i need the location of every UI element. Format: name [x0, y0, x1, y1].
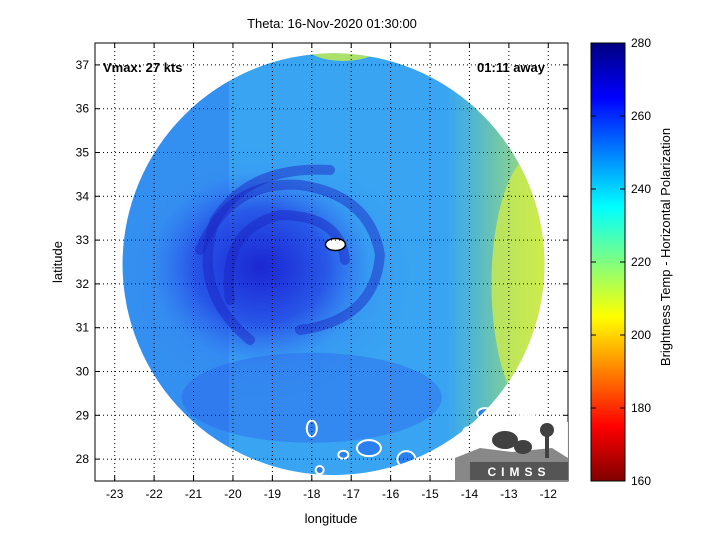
x-tick-label: -19	[264, 487, 282, 501]
colorbar-tick-label: 220	[631, 255, 651, 269]
y-axis-label: latitude	[50, 241, 65, 283]
y-tick-label: 29	[76, 408, 90, 422]
swath-texture	[122, 53, 545, 476]
x-axis-label: longitude	[305, 511, 358, 526]
y-tick-label: 37	[76, 58, 90, 72]
imagery-swath	[122, 53, 545, 476]
axes-frame	[94, 42, 569, 482]
y-tick-label: 32	[76, 277, 90, 291]
x-tick-label: -20	[224, 487, 242, 501]
x-tick-label: -17	[343, 487, 361, 501]
x-tick-label: -15	[421, 487, 439, 501]
vmax-label: Vmax: 27 kts	[103, 60, 183, 75]
colorbar-label: Brightness Temp - Horizontal Polarizatio…	[658, 128, 673, 366]
colorbar-gradient	[590, 42, 626, 482]
grid-lines	[95, 43, 568, 481]
x-tick-label: -12	[540, 487, 558, 501]
x-axis-ticks: -23 -22 -21 -20 -19 -18 -17 -16 -15 -14 -13 -12	[106, 43, 557, 501]
y-tick-label: 31	[76, 321, 90, 335]
colorbar-tick-label: 280	[631, 36, 651, 50]
y-tick-label: 36	[76, 102, 90, 116]
x-tick-label: -23	[106, 487, 124, 501]
colorbar-tick-label: 200	[631, 328, 651, 342]
cimss-logo-text: CIMSS	[487, 465, 550, 479]
colorbar-tick-label: 260	[631, 109, 651, 123]
time-away-label: 01:11 away	[477, 60, 546, 75]
plot-title: Theta: 16-Nov-2020 01:30:00	[247, 16, 417, 31]
y-tick-label: 34	[76, 189, 90, 203]
colorbar-tick-label: 180	[631, 401, 651, 415]
y-tick-label: 33	[76, 233, 90, 247]
x-tick-label: -18	[303, 487, 321, 501]
y-axis-ticks: 28 29 30 31 32 33 34 35 36 37	[76, 58, 568, 466]
y-tick-label: 28	[76, 452, 90, 466]
y-tick-label: 35	[76, 146, 90, 160]
x-tick-label: -13	[500, 487, 518, 501]
y-tick-label: 30	[76, 365, 90, 379]
cimss-logo: CIMSS	[455, 414, 568, 482]
colorbar: 160 180 200 220 240 260 280 Brightness Temp - …	[590, 36, 673, 488]
colorbar-tick-label: 160	[631, 474, 651, 488]
x-tick-label: -14	[461, 487, 479, 501]
x-tick-label: -21	[185, 487, 203, 501]
colorbar-tick-label: 240	[631, 182, 651, 196]
x-tick-label: -16	[382, 487, 400, 501]
x-tick-label: -22	[145, 487, 163, 501]
